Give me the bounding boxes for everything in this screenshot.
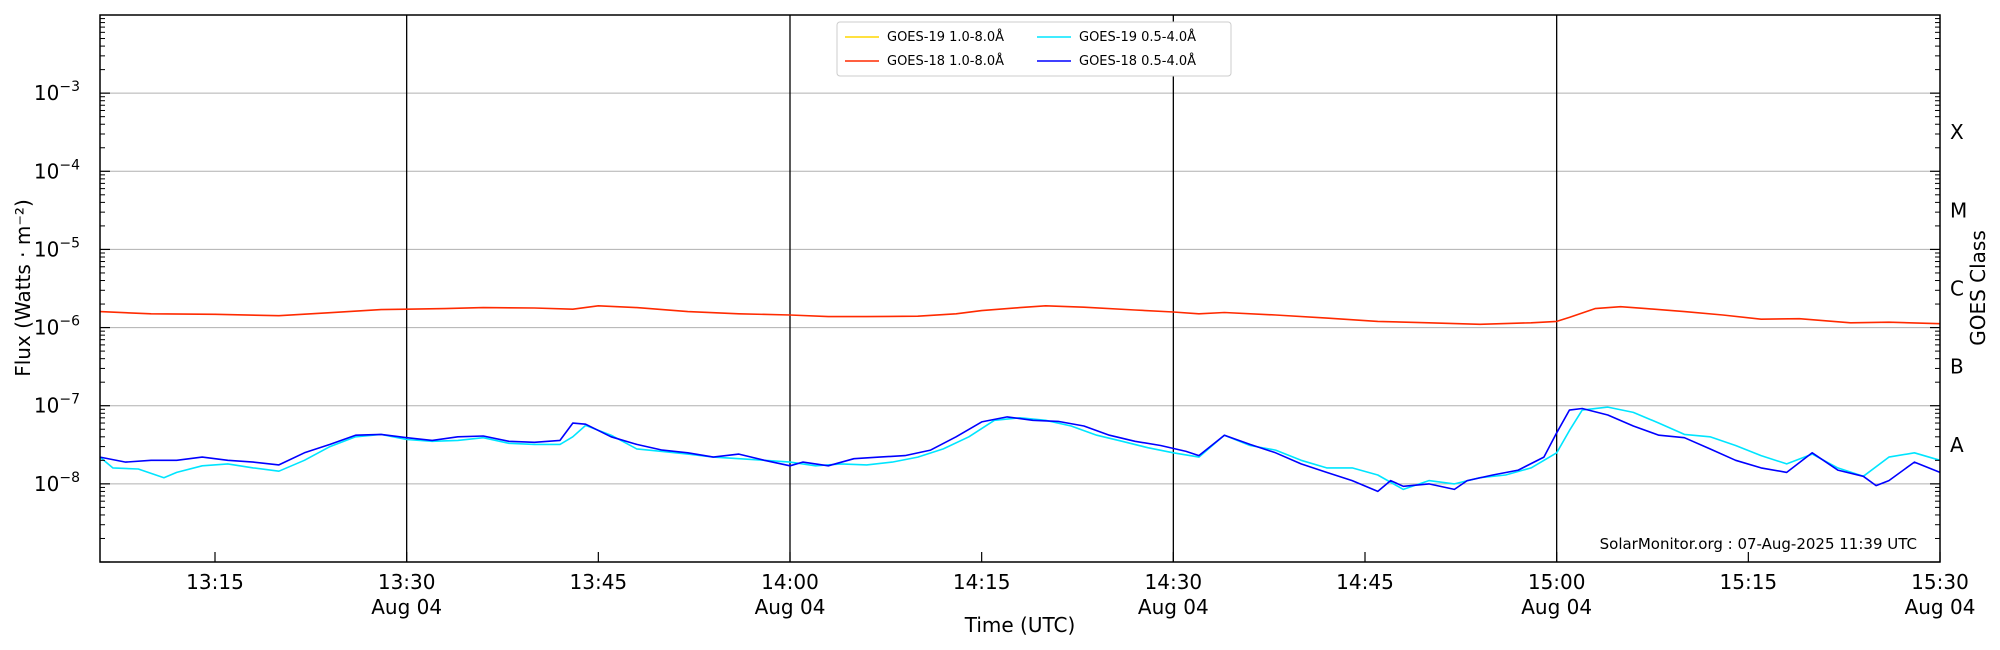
- x-tick-label: 15:30: [1911, 570, 1969, 594]
- x-tick-date-label: Aug 04: [1521, 595, 1592, 619]
- x-tick-date-label: Aug 04: [371, 595, 442, 619]
- legend-box: [836, 21, 1232, 77]
- plot-frame: [99, 14, 1941, 563]
- series-line-1: [99, 304, 1941, 326]
- x-tick-date-label: Aug 04: [755, 595, 826, 619]
- series-layer: [99, 304, 1941, 493]
- y-tick-label: 10−8: [34, 470, 80, 496]
- x-tick-label: 14:45: [1336, 570, 1394, 594]
- grid-layer: [100, 15, 1940, 562]
- goes-class-label: C: [1950, 277, 1964, 301]
- series-line-3: [99, 407, 1941, 493]
- legend-label: GOES-18 1.0-8.0Å: [887, 53, 1004, 69]
- legend: GOES-19 1.0-8.0Å GOES-18 1.0-8.0Å GOES-19 …: [836, 21, 1232, 77]
- x-tick-date-label: Aug 04: [1905, 595, 1976, 619]
- x-tick-label: 14:15: [953, 570, 1011, 594]
- x-tick-label: 14:00: [761, 570, 819, 594]
- goes-class-label: M: [1950, 198, 1967, 222]
- x-tick-label: 15:00: [1528, 570, 1586, 594]
- credit-text: SolarMonitor.org : 07-Aug-2025 11:39 UTC: [1600, 535, 1917, 553]
- x-tick-label: 15:15: [1720, 570, 1778, 594]
- y-tick-label: 10−3: [34, 79, 80, 105]
- ticks-layer: [100, 18, 1941, 563]
- goes-class-label: B: [1950, 355, 1964, 379]
- y-tick-label: 10−7: [34, 392, 80, 418]
- goes-class-label: X: [1950, 120, 1964, 144]
- series-line-2: [99, 406, 1941, 491]
- y-tick-label: 10−5: [34, 235, 80, 261]
- goes-class-label: A: [1950, 433, 1964, 457]
- y-tick-label: 10−6: [34, 314, 80, 340]
- y-axis-label: Flux (Watts · m⁻²): [11, 199, 35, 377]
- legend-label: GOES-18 0.5-4.0Å: [1079, 53, 1196, 69]
- x-tick-label: 13:30: [378, 570, 436, 594]
- x-axis-label: Time (UTC): [964, 613, 1076, 637]
- y-tick-label: 10−4: [34, 157, 80, 183]
- x-tick-date-label: Aug 04: [1138, 595, 1209, 619]
- legend-label: GOES-19 0.5-4.0Å: [1079, 29, 1196, 45]
- x-tick-label: 13:45: [570, 570, 628, 594]
- right-axis-label: GOES Class: [1966, 230, 1990, 346]
- x-tick-label: 13:15: [186, 570, 244, 594]
- x-tick-label: 14:30: [1145, 570, 1203, 594]
- legend-label: GOES-19 1.0-8.0Å: [887, 29, 1004, 45]
